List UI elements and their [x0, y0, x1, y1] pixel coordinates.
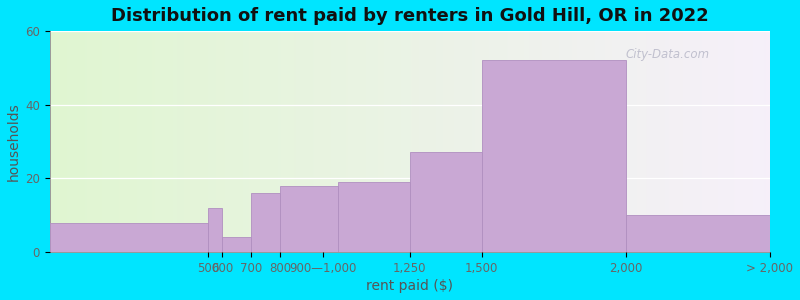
- Title: Distribution of rent paid by renters in Gold Hill, OR in 2022: Distribution of rent paid by renters in …: [110, 7, 709, 25]
- Bar: [222, 237, 251, 252]
- Bar: [251, 193, 280, 252]
- X-axis label: rent paid ($): rent paid ($): [366, 279, 453, 293]
- Bar: [482, 60, 626, 252]
- Bar: [410, 152, 482, 252]
- Bar: [338, 182, 410, 252]
- Y-axis label: households: households: [7, 102, 21, 181]
- Bar: [626, 215, 770, 252]
- Text: City-Data.com: City-Data.com: [626, 48, 710, 62]
- Bar: [50, 223, 208, 252]
- Bar: [280, 186, 338, 252]
- Bar: [208, 208, 222, 252]
